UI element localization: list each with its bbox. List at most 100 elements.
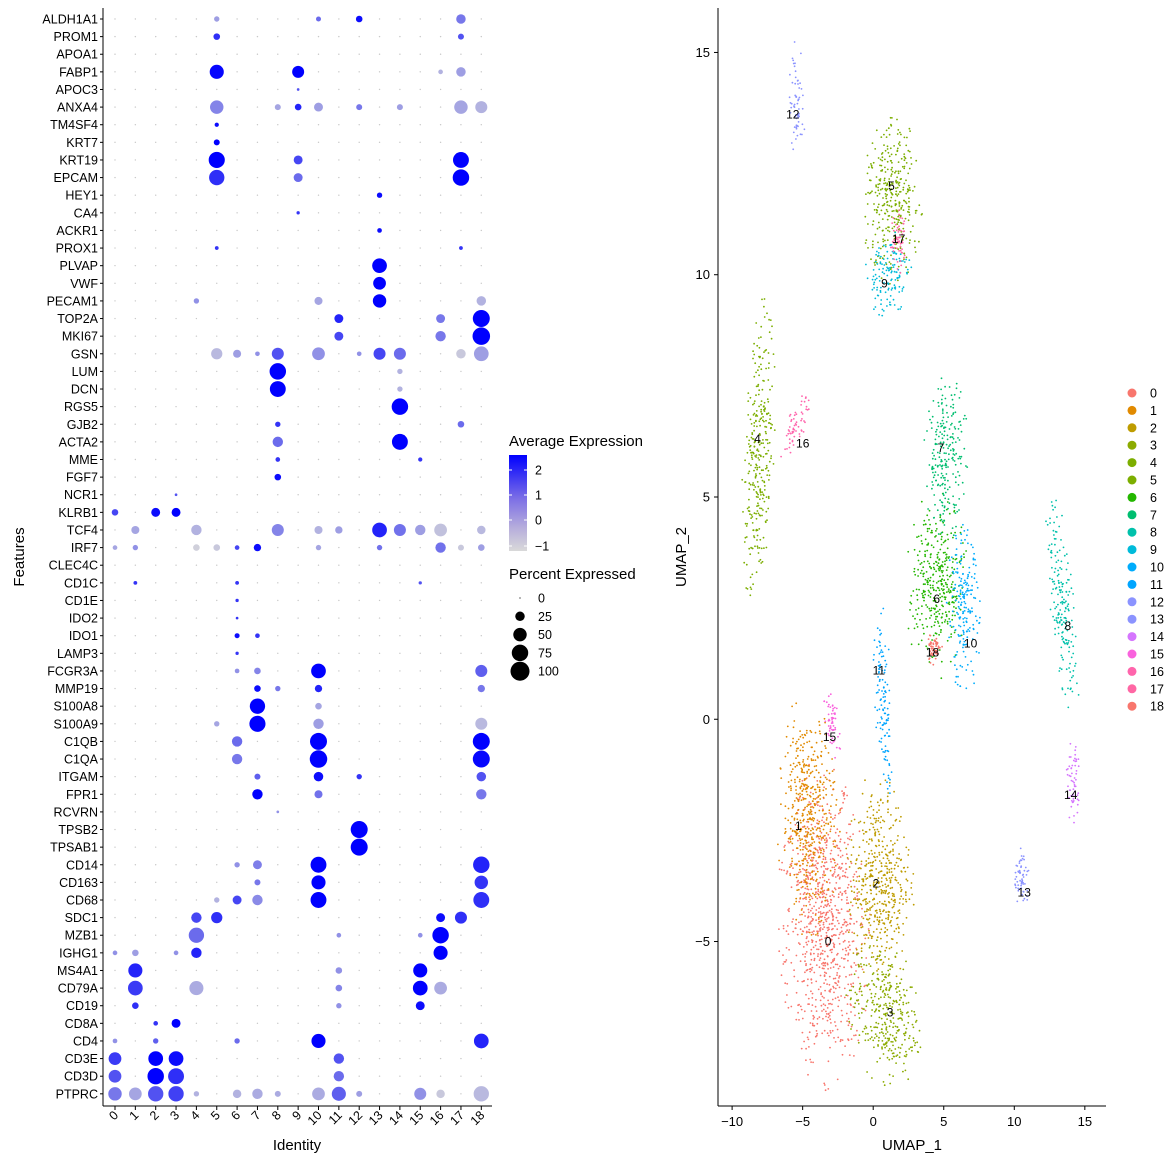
umap-point: [869, 1037, 872, 1040]
umap-point: [938, 633, 940, 636]
dot-sdc1-6: [236, 916, 238, 919]
dot-cd3d-18: [480, 1075, 482, 1077]
umap-point: [853, 1034, 855, 1037]
umap-point: [869, 907, 871, 910]
umap-point: [837, 912, 840, 914]
dot-top2a-16: [436, 314, 446, 324]
umap-point: [867, 191, 869, 194]
umap-point: [834, 925, 836, 927]
umap-point: [1066, 605, 1069, 608]
umap-point: [1053, 583, 1056, 585]
umap-point: [824, 964, 827, 967]
dot-hey1-2: [155, 194, 157, 196]
umap-point: [947, 507, 949, 510]
dot-gsn-0: [114, 353, 116, 355]
umap-point: [805, 831, 807, 833]
dot-dcn-10: [317, 388, 320, 390]
umap-point: [809, 853, 812, 856]
umap-point: [922, 596, 924, 599]
umap-point: [810, 823, 813, 826]
dot-dcn-18: [480, 388, 482, 390]
umap-point: [1068, 650, 1070, 653]
umap-point: [898, 141, 901, 144]
umap-point: [784, 817, 787, 820]
dot-tm4sf4-12: [358, 124, 360, 126]
dot-mki67-18: [472, 327, 491, 345]
umap-point: [883, 820, 886, 823]
umap-point: [884, 892, 887, 895]
dot-gsn-13: [373, 347, 386, 360]
umap-point: [827, 1060, 830, 1063]
umap-point: [797, 942, 800, 944]
dot-apoc3-7: [256, 88, 259, 91]
dot-top2a-15: [419, 317, 421, 320]
umap-point: [817, 888, 820, 891]
dot-anxa4-0: [114, 106, 116, 108]
umap-point: [816, 849, 819, 852]
umap-point: [791, 921, 794, 923]
umap-point: [803, 858, 805, 860]
umap-point: [931, 487, 933, 490]
umap-point: [948, 386, 951, 388]
umap-point: [863, 821, 866, 824]
umap-point: [799, 864, 801, 867]
umap-point: [1053, 534, 1055, 536]
umap-point: [847, 902, 850, 905]
umap-point: [1072, 669, 1075, 672]
umap-point: [772, 353, 775, 355]
umap-point: [955, 452, 958, 455]
dot-s100a8-7: [249, 698, 266, 714]
umap-point: [899, 131, 901, 134]
umap-point: [750, 588, 753, 590]
dot-rcvrn-14: [399, 811, 401, 813]
umap-point: [850, 1038, 853, 1040]
umap-point: [898, 999, 901, 1001]
feature-label: LAMP3: [57, 647, 98, 661]
umap-point: [878, 833, 881, 836]
umap-point: [786, 925, 789, 927]
umap-point: [795, 923, 797, 926]
umap-point: [902, 903, 904, 905]
umap-point: [813, 851, 816, 854]
umap-point: [764, 430, 767, 433]
umap-point: [890, 175, 892, 177]
umap-point: [881, 919, 883, 921]
dot-dcn-8: [269, 381, 286, 397]
umap-point: [769, 388, 771, 391]
umap-point: [938, 435, 940, 438]
dot-plvap-17: [460, 264, 462, 267]
umap-point: [802, 911, 805, 914]
umap-point: [801, 768, 804, 771]
umap-point: [810, 895, 813, 898]
umap-point: [878, 1005, 880, 1008]
dot-prox1-17: [459, 246, 463, 250]
umap-point: [800, 744, 802, 747]
dot-cd79a-7: [256, 987, 259, 989]
umap-point: [917, 643, 920, 646]
umap-point: [820, 851, 822, 854]
umap-point: [864, 831, 867, 833]
umap-point: [886, 193, 888, 196]
feature-label: PROX1: [56, 242, 98, 256]
dot-ido1-1: [134, 635, 137, 637]
umap-cluster-2: [845, 779, 915, 991]
umap-point: [810, 829, 812, 832]
umap-point: [858, 965, 860, 968]
dot-prom1-8: [277, 35, 279, 38]
dot-ncr1-9: [297, 494, 299, 496]
umap-point: [885, 904, 888, 907]
dot-ms4a1-1: [128, 963, 143, 978]
dot-acta2-16: [439, 441, 442, 443]
dot-cd14-7: [252, 860, 262, 870]
umap-point: [870, 875, 872, 877]
dot-vwf-9: [297, 282, 299, 284]
umap-point: [823, 962, 826, 965]
umap-point: [858, 990, 861, 993]
umap-point: [831, 928, 833, 931]
dot-top2a-7: [256, 317, 259, 320]
umap-point: [833, 887, 836, 890]
umap-point: [828, 809, 831, 812]
umap-point: [829, 901, 832, 904]
umap-point: [922, 627, 925, 630]
umap-point: [886, 1031, 889, 1033]
